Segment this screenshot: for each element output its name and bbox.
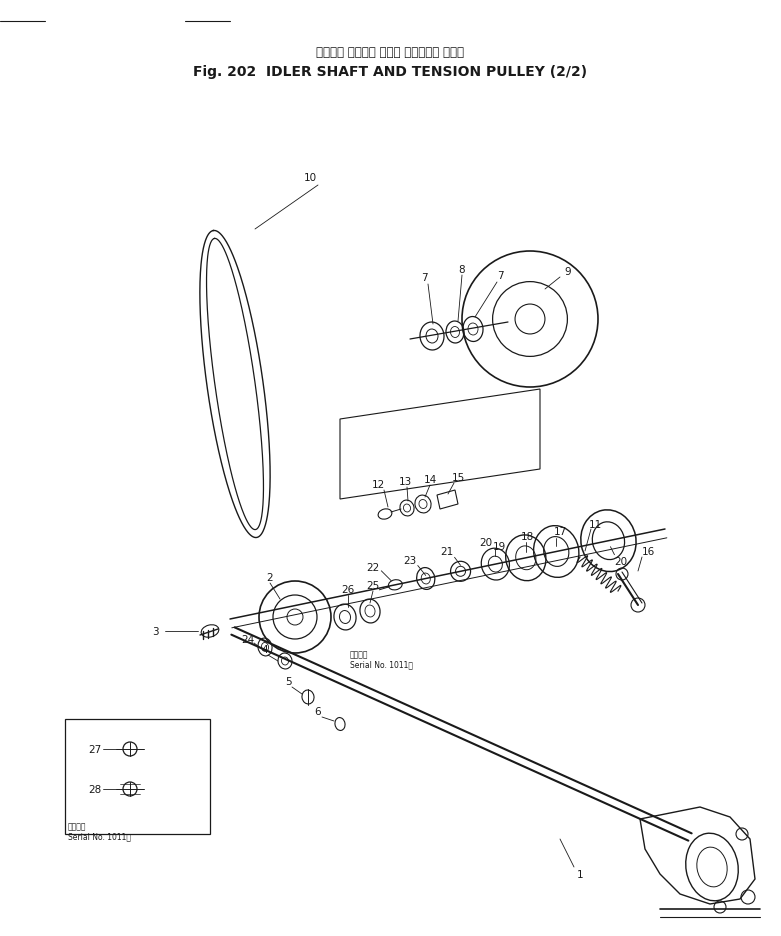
Circle shape bbox=[451, 562, 470, 581]
Text: 適用号機
Serial No. 1011～: 適用号機 Serial No. 1011～ bbox=[68, 821, 131, 841]
Text: 13: 13 bbox=[398, 476, 412, 487]
Text: 14: 14 bbox=[423, 475, 437, 485]
Text: 23: 23 bbox=[403, 556, 416, 566]
Text: 適用号機
Serial No. 1011～: 適用号機 Serial No. 1011～ bbox=[350, 650, 413, 668]
Text: 19: 19 bbox=[493, 542, 506, 551]
Text: 16: 16 bbox=[641, 547, 654, 556]
Text: アイドラ シャフト および テンション プーリ: アイドラ シャフト および テンション プーリ bbox=[316, 46, 465, 58]
Text: 6: 6 bbox=[315, 707, 321, 716]
Text: 11: 11 bbox=[588, 519, 601, 530]
Text: 7: 7 bbox=[497, 271, 503, 281]
Text: 24: 24 bbox=[241, 635, 255, 644]
Text: 1: 1 bbox=[576, 869, 583, 879]
Text: Fig. 202  IDLER SHAFT AND TENSION PULLEY (2/2): Fig. 202 IDLER SHAFT AND TENSION PULLEY … bbox=[194, 65, 587, 79]
Text: 5: 5 bbox=[285, 677, 291, 686]
Text: 2: 2 bbox=[266, 573, 273, 582]
Text: 7: 7 bbox=[421, 272, 427, 283]
Text: 20: 20 bbox=[614, 556, 627, 566]
Text: 10: 10 bbox=[304, 173, 316, 183]
Text: 22: 22 bbox=[366, 563, 380, 572]
Text: 18: 18 bbox=[521, 532, 534, 541]
Text: 3: 3 bbox=[152, 626, 159, 636]
Text: 20: 20 bbox=[479, 537, 492, 548]
Text: 17: 17 bbox=[554, 527, 567, 537]
Text: 28: 28 bbox=[88, 784, 102, 794]
Text: 25: 25 bbox=[366, 580, 380, 591]
Text: 9: 9 bbox=[565, 267, 572, 277]
Text: 26: 26 bbox=[341, 584, 355, 594]
Text: 27: 27 bbox=[88, 744, 102, 754]
Text: 12: 12 bbox=[372, 479, 384, 490]
Text: 8: 8 bbox=[458, 265, 465, 274]
Circle shape bbox=[287, 609, 303, 625]
Bar bbox=[65, 719, 210, 834]
Circle shape bbox=[515, 305, 545, 334]
Text: 15: 15 bbox=[451, 473, 465, 482]
Text: 4: 4 bbox=[262, 644, 269, 654]
Text: 21: 21 bbox=[440, 547, 453, 557]
